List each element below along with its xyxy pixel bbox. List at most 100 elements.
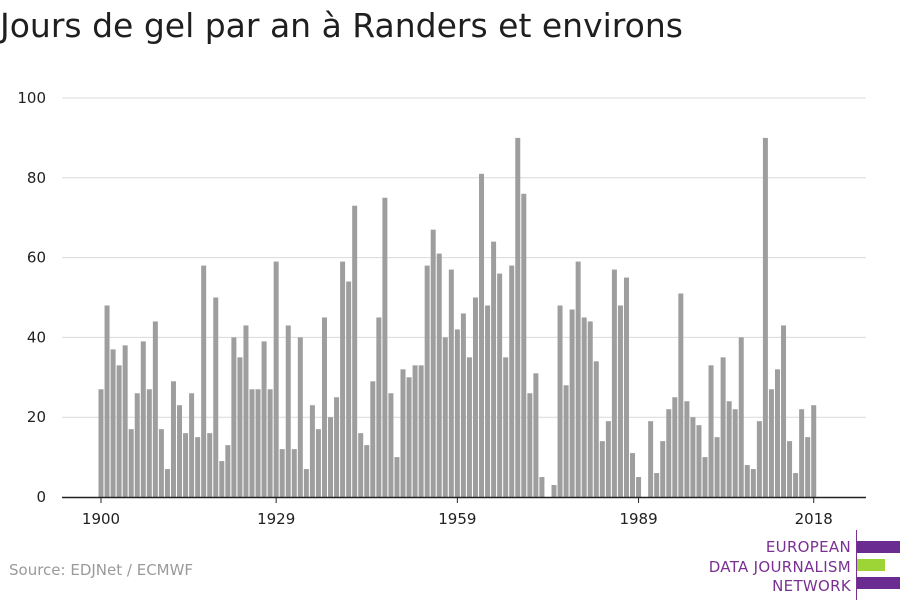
logo-bar-top xyxy=(857,541,900,553)
bar xyxy=(189,393,195,497)
bar xyxy=(418,365,424,497)
y-tick-label: 40 xyxy=(27,328,46,346)
bar xyxy=(666,409,672,497)
bar xyxy=(611,269,617,497)
bar xyxy=(370,381,376,497)
bar xyxy=(309,405,315,497)
logo-line-3: NETWORK xyxy=(772,577,851,595)
bar xyxy=(617,305,623,497)
bar xyxy=(793,473,799,497)
bar xyxy=(726,401,732,497)
bar xyxy=(231,337,237,497)
bar xyxy=(116,365,122,497)
bar xyxy=(110,349,116,497)
bar xyxy=(164,469,170,497)
bar xyxy=(563,385,569,497)
logo-line-1: EUROPEAN xyxy=(765,538,851,556)
bar xyxy=(460,313,466,497)
bar xyxy=(364,445,370,497)
bar xyxy=(690,417,696,497)
bar xyxy=(328,417,334,497)
bar xyxy=(587,321,593,497)
bar xyxy=(267,389,273,497)
bar xyxy=(623,277,629,497)
bar xyxy=(702,457,708,497)
bar xyxy=(497,273,503,497)
bar xyxy=(672,397,678,497)
x-tick-label: 1900 xyxy=(82,510,120,528)
bar xyxy=(678,293,684,497)
bar xyxy=(442,337,448,497)
bar xyxy=(134,393,140,497)
y-tick-label: 80 xyxy=(27,169,46,187)
logo-bar-bottom xyxy=(857,577,900,589)
bar xyxy=(412,365,418,497)
bar xyxy=(605,421,611,497)
bar xyxy=(158,429,164,497)
bar xyxy=(140,341,146,497)
bar xyxy=(744,465,750,497)
bar xyxy=(732,409,738,497)
bar xyxy=(177,405,183,497)
bar xyxy=(315,429,321,497)
bar xyxy=(781,325,787,497)
bar xyxy=(225,445,231,497)
bar xyxy=(297,337,303,497)
bar xyxy=(750,469,756,497)
bar xyxy=(805,437,811,497)
bar xyxy=(195,437,201,497)
bar xyxy=(334,397,340,497)
y-tick-label: 100 xyxy=(17,89,46,107)
bar xyxy=(237,357,243,497)
bar xyxy=(207,433,213,497)
y-axis-labels: 0 20 40 60 80 100 xyxy=(17,89,46,506)
bar xyxy=(303,469,309,497)
bar xyxy=(358,433,364,497)
bar xyxy=(787,441,793,497)
bar xyxy=(152,321,158,497)
bar xyxy=(533,373,539,497)
bar xyxy=(714,437,720,497)
bar xyxy=(762,137,768,497)
bar xyxy=(768,389,774,497)
bar xyxy=(340,261,346,497)
bar xyxy=(581,317,587,497)
x-tick-label: 1929 xyxy=(257,510,295,528)
bar xyxy=(593,361,599,497)
bar xyxy=(472,297,478,497)
bar xyxy=(122,345,128,497)
bar xyxy=(738,337,744,497)
bar xyxy=(708,365,714,497)
bar xyxy=(346,281,352,497)
bar xyxy=(654,473,660,497)
bar xyxy=(466,357,472,497)
bar xyxy=(557,305,563,497)
bar xyxy=(213,297,219,497)
bar xyxy=(491,241,497,497)
x-tick-label: 2018 xyxy=(795,510,833,528)
x-tick-label: 1989 xyxy=(619,510,657,528)
logo-bar-middle xyxy=(857,559,885,571)
bar xyxy=(261,341,267,497)
bar xyxy=(243,325,249,497)
logo-line-2: DATA JOURNALISM xyxy=(708,558,851,576)
bar xyxy=(551,485,557,497)
bar xyxy=(448,269,454,497)
x-tick-label: 1959 xyxy=(438,510,476,528)
source-note: Source: EDJNet / ECMWF xyxy=(9,561,194,579)
bar xyxy=(436,253,442,497)
bar xyxy=(811,405,817,497)
bar xyxy=(146,389,152,497)
bar xyxy=(394,457,400,497)
bar xyxy=(756,421,762,497)
bar xyxy=(406,377,412,497)
bar xyxy=(720,357,726,497)
bar xyxy=(774,369,780,497)
bar xyxy=(321,317,327,497)
bar xyxy=(575,261,581,497)
bar xyxy=(382,197,388,497)
bar xyxy=(104,305,110,497)
y-tick-label: 20 xyxy=(27,408,46,426)
bar xyxy=(485,305,491,497)
